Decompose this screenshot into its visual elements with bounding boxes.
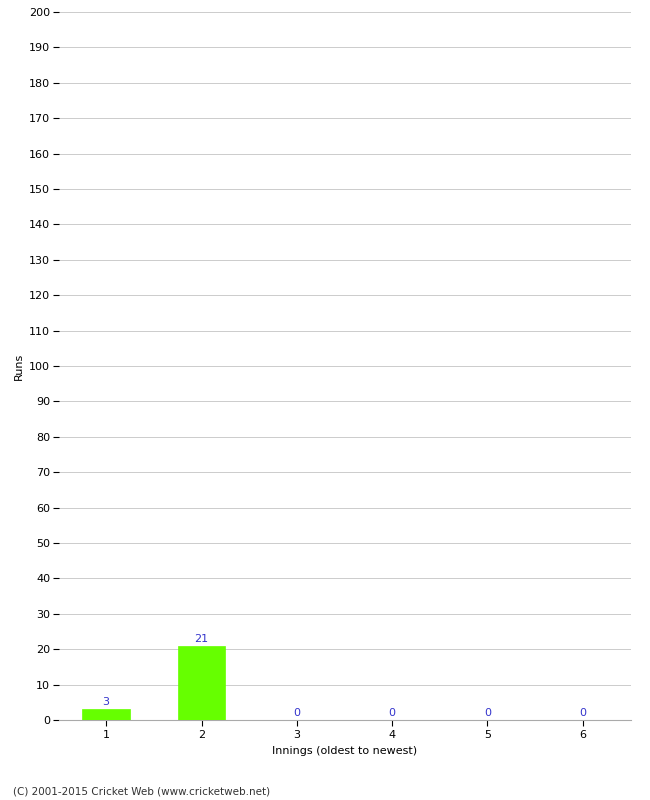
Text: (C) 2001-2015 Cricket Web (www.cricketweb.net): (C) 2001-2015 Cricket Web (www.cricketwe… [13, 786, 270, 796]
Y-axis label: Runs: Runs [14, 352, 23, 380]
Text: 3: 3 [103, 698, 110, 707]
Text: 0: 0 [484, 708, 491, 718]
Text: 0: 0 [293, 708, 300, 718]
Text: 0: 0 [389, 708, 396, 718]
Bar [177, 646, 226, 720]
Text: 0: 0 [579, 708, 586, 718]
Text: 21: 21 [194, 634, 209, 643]
Bar [83, 710, 130, 720]
X-axis label: Innings (oldest to newest): Innings (oldest to newest) [272, 746, 417, 756]
